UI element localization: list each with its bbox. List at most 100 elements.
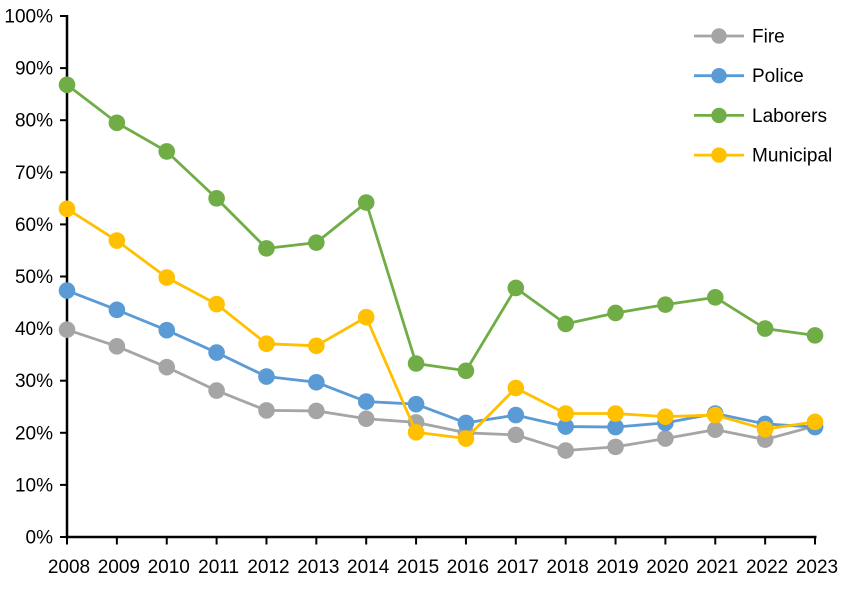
marker-municipal-2023 xyxy=(806,413,824,431)
series-line-laborers xyxy=(65,83,817,373)
marker-police-2018 xyxy=(557,418,574,435)
y-tick-label: 40% xyxy=(15,319,53,340)
marker-municipal-2012 xyxy=(258,335,275,353)
legend-label-police: Police xyxy=(752,66,804,87)
y-tick-label: 10% xyxy=(15,475,53,496)
marker-laborers-2023 xyxy=(806,327,824,344)
y-tick-label: 80% xyxy=(15,111,53,132)
legend-label-municipal: Municipal xyxy=(752,146,832,167)
x-tick-label: 2023 xyxy=(796,557,838,578)
marker-municipal-2019 xyxy=(607,405,624,422)
marker-fire-2011 xyxy=(208,382,225,399)
marker-laborers-2022 xyxy=(756,320,774,337)
series-line-municipal xyxy=(65,207,817,440)
y-tick-label: 60% xyxy=(15,215,53,236)
marker-fire-2010 xyxy=(158,358,176,376)
marker-police-2008 xyxy=(58,282,76,299)
y-tick-label: 20% xyxy=(15,423,53,444)
marker-police-2015 xyxy=(407,395,425,413)
marker-municipal-2016 xyxy=(457,430,475,447)
x-tick-label: 2019 xyxy=(596,557,638,578)
marker-police-2009 xyxy=(108,301,126,319)
marker-laborers-2008 xyxy=(58,76,76,94)
x-tick-label: 2020 xyxy=(646,557,688,578)
series-line-fire xyxy=(65,328,817,452)
marker-fire-2008 xyxy=(58,321,76,338)
marker-fire-2021 xyxy=(706,421,724,438)
marker-laborers-2019 xyxy=(607,304,624,322)
legend-label-laborers: Laborers xyxy=(752,106,827,127)
legend-marker-police xyxy=(711,68,727,84)
marker-fire-2020 xyxy=(657,430,674,447)
marker-police-2010 xyxy=(158,321,176,339)
marker-fire-2018 xyxy=(557,442,574,459)
marker-municipal-2015 xyxy=(407,423,425,441)
marker-laborers-2014 xyxy=(357,194,375,211)
x-tick-label: 2021 xyxy=(696,557,738,578)
y-tick-label: 0% xyxy=(26,528,54,549)
legend-item-police: Police xyxy=(694,66,804,87)
legend-item-municipal: Municipal xyxy=(694,146,832,167)
marker-police-2017 xyxy=(507,406,525,424)
y-tick-label: 100% xyxy=(4,7,53,28)
legend-marker-laborers xyxy=(711,107,727,124)
marker-laborers-2009 xyxy=(108,114,126,132)
legend: Fire Police Laborers Municipal xyxy=(694,27,832,167)
x-tick-label: 2013 xyxy=(297,557,339,578)
legend-item-laborers: Laborers xyxy=(694,106,827,127)
x-tick-label: 2016 xyxy=(447,557,489,578)
x-tick-label: 2014 xyxy=(347,557,390,578)
marker-municipal-2014 xyxy=(357,308,375,326)
marker-police-2011 xyxy=(208,344,225,361)
marker-police-2019 xyxy=(607,418,624,436)
legend-item-fire: Fire xyxy=(694,27,785,48)
y-tick-label: 70% xyxy=(15,163,53,184)
marker-municipal-2018 xyxy=(557,405,574,422)
x-tick-label: 2017 xyxy=(497,557,539,578)
series-line-police xyxy=(65,289,817,429)
marker-police-2016 xyxy=(457,414,475,432)
marker-laborers-2012 xyxy=(258,240,275,257)
marker-municipal-2010 xyxy=(158,269,176,286)
marker-municipal-2013 xyxy=(308,337,325,355)
marker-laborers-2016 xyxy=(457,362,475,380)
x-tick-label: 2018 xyxy=(547,557,589,578)
marker-municipal-2008 xyxy=(58,200,76,218)
x-tick-label: 2010 xyxy=(148,557,190,578)
marker-laborers-2017 xyxy=(507,279,525,297)
x-tick-label: 2012 xyxy=(247,557,289,578)
x-tick-label: 2022 xyxy=(746,557,788,578)
x-tick-label: 2011 xyxy=(198,557,239,578)
marker-laborers-2020 xyxy=(657,296,674,313)
legend-marker-fire xyxy=(711,28,727,44)
series-laborers xyxy=(58,76,824,380)
marker-laborers-2021 xyxy=(706,289,724,306)
marker-laborers-2010 xyxy=(158,143,176,160)
marker-laborers-2015 xyxy=(407,355,425,372)
marker-municipal-2021 xyxy=(706,406,724,424)
y-tick-label: 30% xyxy=(15,371,53,392)
marker-fire-2019 xyxy=(607,438,624,456)
marker-police-2014 xyxy=(357,393,375,410)
marker-fire-2012 xyxy=(258,402,275,419)
legend-label-fire: Fire xyxy=(752,27,785,48)
marker-fire-2017 xyxy=(507,426,525,444)
marker-municipal-2020 xyxy=(657,408,674,425)
marker-municipal-2022 xyxy=(756,420,774,438)
marker-municipal-2011 xyxy=(208,295,225,313)
marker-police-2013 xyxy=(308,373,325,391)
x-tick-label: 2008 xyxy=(48,557,90,578)
y-tick-label: 50% xyxy=(15,267,53,288)
marker-laborers-2018 xyxy=(557,315,574,333)
marker-fire-2013 xyxy=(308,402,325,420)
y-tick-label: 90% xyxy=(15,59,53,80)
series-fire xyxy=(58,321,824,459)
marker-laborers-2011 xyxy=(208,190,225,207)
marker-municipal-2009 xyxy=(108,232,126,249)
marker-laborers-2013 xyxy=(308,234,325,251)
legend-marker-municipal xyxy=(711,147,727,163)
marker-police-2012 xyxy=(258,368,275,385)
x-tick-label: 2009 xyxy=(98,557,140,578)
